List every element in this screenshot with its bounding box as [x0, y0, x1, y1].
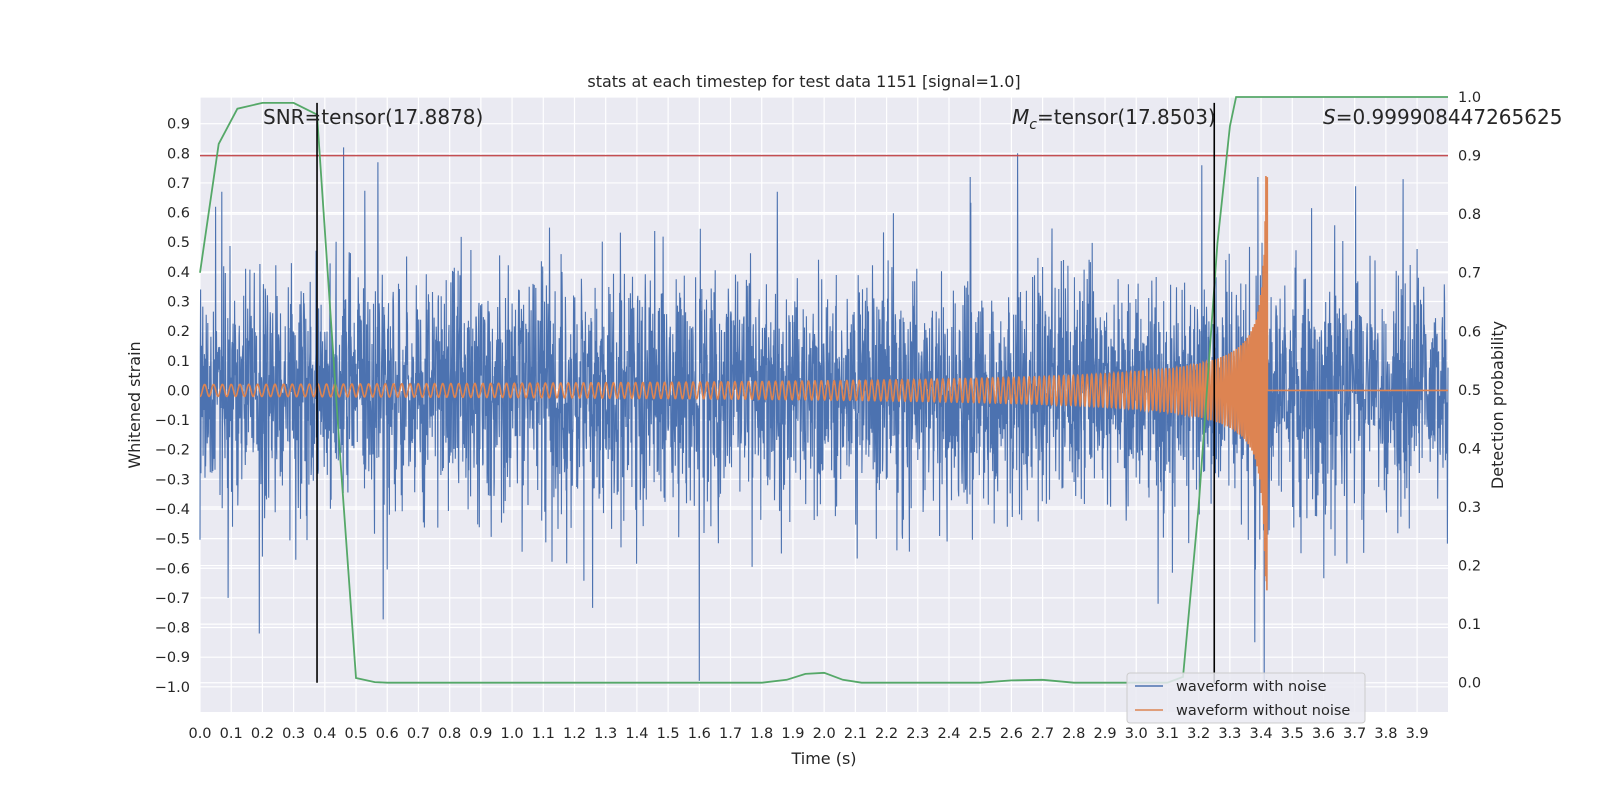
legend-label-noise: waveform with noise	[1176, 679, 1327, 695]
y-right-tick-label: 0.2	[1458, 559, 1481, 575]
y-tick-label: 0.2	[167, 324, 190, 340]
x-tick-label: 1.4	[625, 726, 648, 742]
chirp-mass-annotation: Mc=tensor(17.8503)	[1012, 105, 1216, 133]
y-right-tick-label: 0.5	[1458, 383, 1481, 399]
x-tick-label: 1.0	[501, 726, 524, 742]
score-value: =0.999908447265625	[1336, 105, 1563, 129]
x-tick-label: 3.8	[1374, 726, 1397, 742]
y-right-tick-label: 0.1	[1458, 617, 1481, 633]
y-tick-label: −0.2	[155, 443, 190, 459]
y-tick-label: 0.4	[167, 265, 190, 281]
x-tick-label: 1.8	[750, 726, 773, 742]
y-tick-label: −0.3	[155, 472, 190, 488]
y-tick-label: −0.5	[155, 532, 190, 548]
y-right-tick-label: 1.0	[1458, 90, 1481, 106]
x-tick-label: 0.1	[220, 726, 243, 742]
y-tick-label: 0.0	[167, 383, 190, 399]
x-tick-label: 3.6	[1312, 726, 1335, 742]
clean-series	[199, 175, 1448, 591]
x-tick-label: 3.0	[1125, 726, 1148, 742]
x-tick-label: 0.7	[407, 726, 430, 742]
y-right-tick-labels: 1.0 0.9 0.8 0.7 0.6 0.5 0.4 0.3 0.2 0.1 0.0	[1458, 90, 1481, 692]
x-tick-label: 1.2	[563, 726, 586, 742]
score-symbol: S	[1323, 105, 1336, 129]
x-tick-label: 3.7	[1343, 726, 1366, 742]
x-tick-label: 2.2	[875, 726, 898, 742]
x-tick-label: 1.1	[532, 726, 555, 742]
x-tick-label: 2.4	[937, 726, 960, 742]
x-tick-label: 1.9	[781, 726, 804, 742]
y-tick-label: −0.9	[155, 650, 190, 666]
y-right-axis-label: Detection probability	[1488, 321, 1507, 489]
legend: waveform with noise waveform without noi…	[1126, 672, 1366, 724]
legend-box	[1126, 672, 1366, 724]
x-tick-label: 3.9	[1406, 726, 1429, 742]
y-right-tick-label: 0.7	[1458, 266, 1481, 282]
x-tick-label: 2.5	[969, 726, 992, 742]
x-tick-label: 0.2	[251, 726, 274, 742]
y-right-tick-label: 0.4	[1458, 441, 1481, 457]
x-tick-label: 3.3	[1218, 726, 1241, 742]
y-tick-label: 0.6	[167, 206, 190, 222]
y-axis-label: Whitened strain	[125, 341, 144, 468]
y-tick-label: 0.3	[167, 295, 190, 311]
y-tick-label: −0.8	[155, 621, 190, 637]
x-tick-label: 0.5	[345, 726, 368, 742]
x-tick-label: 2.3	[906, 726, 929, 742]
x-tick-label: 0.8	[438, 726, 461, 742]
x-tick-label: 3.5	[1281, 726, 1304, 742]
x-tick-label: 1.3	[594, 726, 617, 742]
x-tick-label: 0.9	[469, 726, 492, 742]
y-tick-label: −0.1	[155, 413, 190, 429]
snr-annotation: SNR=tensor(17.8878)	[263, 105, 483, 129]
y-tick-label: 0.1	[167, 354, 190, 370]
y-tick-label: 0.8	[167, 146, 190, 162]
y-tick-label: −0.7	[155, 591, 190, 607]
chirp-mass-symbol: M	[1012, 105, 1029, 129]
x-tick-label: 0.4	[313, 726, 336, 742]
detection-probability-line	[199, 96, 1448, 684]
y-right-tick-label: 0.8	[1458, 207, 1481, 223]
y-right-tick-label: 0.6	[1458, 324, 1481, 340]
y-tick-label: 0.7	[167, 176, 190, 192]
y-tick-label: 0.9	[167, 117, 190, 133]
x-tick-label: 2.9	[1093, 726, 1116, 742]
y-right-tick-label: 0.0	[1458, 676, 1481, 692]
x-tick-label: 0.0	[188, 726, 211, 742]
x-tick-label: 2.7	[1031, 726, 1054, 742]
y-tick-label: 0.5	[167, 235, 190, 251]
x-tick-label: 3.4	[1250, 726, 1273, 742]
x-tick-label: 1.6	[688, 726, 711, 742]
chirp-mass-value: =tensor(17.8503)	[1037, 105, 1216, 129]
y-tick-label: −0.4	[155, 502, 190, 518]
chirp-mass-subscript: c	[1029, 117, 1037, 133]
x-axis-label: Time (s)	[790, 749, 856, 768]
x-tick-label: 2.1	[844, 726, 867, 742]
x-tick-label: 2.6	[1000, 726, 1023, 742]
x-tick-label: 1.5	[657, 726, 680, 742]
y-right-tick-label: 0.3	[1458, 500, 1481, 516]
y-tick-labels: 0.9 0.8 0.7 0.6 0.5 0.4 0.3 0.2 0.1 0.0 −0.1 −0.2 −0…	[155, 117, 190, 696]
x-tick-label: 2.0	[813, 726, 836, 742]
x-tick-label: 2.8	[1062, 726, 1085, 742]
y-right-tick-label: 0.9	[1458, 149, 1481, 165]
score-annotation: S=0.999908447265625	[1323, 105, 1562, 129]
vertical-markers	[316, 102, 1216, 683]
x-tick-label: 1.7	[719, 726, 742, 742]
clean-waveform-line	[199, 175, 1448, 591]
chart-title: stats at each timestep for test data 115…	[587, 72, 1020, 91]
x-tick-label: 0.6	[376, 726, 399, 742]
x-tick-label: 3.1	[1156, 726, 1179, 742]
legend-label-clean: waveform without noise	[1176, 703, 1350, 719]
x-tick-labels: 0.0 0.1 0.2 0.3 0.4 0.5 0.6 0.7 0.8 0.9 1.0 1.1 1.2 1…	[188, 726, 1428, 742]
x-tick-label: 3.2	[1187, 726, 1210, 742]
y-tick-label: −0.6	[155, 561, 190, 577]
y-tick-label: −1.0	[155, 680, 190, 696]
x-tick-label: 0.3	[282, 726, 305, 742]
probability-series	[199, 96, 1448, 684]
